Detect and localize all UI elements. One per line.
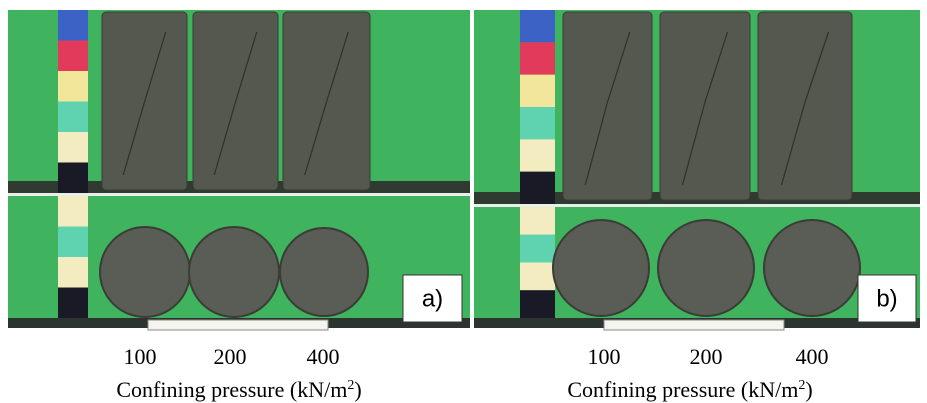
- specimen-pressure: 200: [214, 344, 247, 369]
- color-scale: [520, 107, 555, 139]
- figure: a)100200400Confining pressure (kN/m2)b)1…: [0, 0, 927, 403]
- specimen-end: [658, 220, 754, 316]
- panel-label: a): [422, 286, 443, 313]
- specimen-pressure: 100: [588, 344, 621, 369]
- axis-label-close: ): [805, 377, 812, 402]
- panel: a) 100 200 400 Confining pressure (kN/m2): [8, 10, 470, 402]
- specimen-pressure: 400: [796, 344, 829, 369]
- specimen-pressure: 100: [124, 344, 157, 369]
- color-scale: [520, 172, 555, 204]
- specimen-pressure: 200: [690, 344, 723, 369]
- axis-label-text: Confining pressure (kN/m: [116, 377, 347, 402]
- color-scale: [58, 41, 88, 72]
- color-scale: [58, 10, 88, 41]
- color-scale: [520, 235, 555, 263]
- divider: [8, 193, 470, 196]
- color-scale: [520, 75, 555, 107]
- specimen-end: [764, 220, 860, 316]
- color-scale: [520, 10, 555, 42]
- specimen-side: [660, 12, 750, 200]
- color-scale: [58, 102, 88, 133]
- color-scale: [58, 196, 88, 227]
- axis-label-superscript: 2: [798, 378, 805, 393]
- axis-label: Confining pressure (kN/m2): [567, 377, 812, 402]
- divider: [474, 204, 920, 207]
- paper-slip: [148, 320, 328, 330]
- color-scale: [58, 227, 88, 258]
- axis-label-text: Confining pressure (kN/m: [567, 377, 798, 402]
- color-scale: [520, 207, 555, 235]
- color-scale: [58, 71, 88, 102]
- color-scale: [58, 288, 88, 319]
- specimen-end: [100, 227, 190, 317]
- color-scale: [520, 42, 555, 74]
- axis-label: Confining pressure (kN/m2): [116, 377, 361, 402]
- axis-label-superscript: 2: [347, 378, 354, 393]
- specimen-side: [563, 12, 652, 200]
- color-scale: [58, 163, 88, 194]
- panel: b) 100 200 400 Confining pressure (kN/m2): [474, 10, 920, 402]
- specimen-end: [553, 220, 649, 316]
- specimen-pressure: 400: [307, 344, 340, 369]
- specimen-side: [758, 12, 852, 200]
- specimen-end: [280, 228, 368, 316]
- color-scale: [520, 139, 555, 171]
- color-scale: [58, 132, 88, 163]
- color-scale: [520, 263, 555, 291]
- color-scale: [520, 290, 555, 318]
- specimen-end: [189, 227, 279, 317]
- axis-label-close: ): [354, 377, 361, 402]
- panel-label: b): [876, 286, 897, 313]
- color-scale: [58, 257, 88, 288]
- paper-slip: [604, 320, 784, 330]
